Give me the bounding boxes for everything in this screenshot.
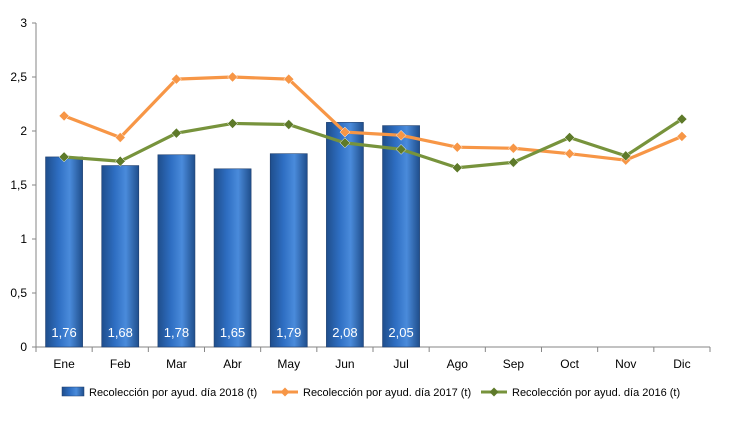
y-tick-label: 0,5	[10, 286, 27, 300]
y-tick-label: 3	[20, 16, 27, 30]
bar-data-label: 1,65	[220, 325, 245, 340]
bar-data-label: 1,78	[164, 325, 189, 340]
line-marker-0	[451, 141, 463, 153]
bar-2018	[45, 156, 83, 348]
line-marker-0	[58, 110, 70, 122]
x-tick-label: Abr	[223, 357, 242, 371]
line-marker-1	[676, 113, 688, 125]
line-series-0	[63, 75, 683, 162]
legend-label: Recolección por ayud. día 2017 (t)	[303, 387, 471, 399]
line-marker-0	[227, 71, 238, 83]
legend-swatch-bar	[61, 386, 85, 397]
bar-2018	[326, 122, 364, 348]
line-series-1	[63, 117, 683, 170]
line-marker-1	[395, 144, 407, 155]
bar-2018	[382, 125, 420, 348]
line-marker-0	[114, 132, 126, 143]
bar-2018	[157, 154, 196, 348]
bar-data-label: 1,68	[108, 325, 133, 340]
bar-data-label: 2,08	[332, 325, 357, 340]
bar-data-label: 1,76	[51, 325, 76, 340]
x-tick-label: Jun	[335, 357, 354, 371]
line-marker-0	[395, 129, 407, 141]
line-marker-1	[339, 137, 351, 149]
y-tick-label: 1,5	[10, 178, 27, 192]
line-marker-1	[114, 155, 126, 167]
line-marker-1	[227, 118, 238, 129]
line-marker-0	[676, 131, 688, 142]
x-tick-label: Jul	[393, 357, 408, 371]
legend-label: Recolección por ayud. día 2018 (t)	[89, 387, 257, 399]
line-marker-0	[508, 142, 519, 154]
line-marker-1	[620, 150, 632, 162]
x-tick-label: Dic	[673, 357, 690, 371]
line-marker-1	[451, 162, 463, 174]
bar-2018	[101, 165, 140, 348]
legend-swatch-marker	[280, 387, 290, 397]
line-marker-1	[508, 156, 519, 168]
line-marker-0	[339, 126, 351, 138]
line-marker-0	[564, 148, 575, 160]
bar-2018	[269, 153, 308, 348]
line-marker-1	[58, 151, 70, 163]
bar-data-label: 1,79	[276, 325, 301, 340]
y-tick-label: 0	[20, 340, 27, 354]
legend-swatch-marker	[489, 387, 499, 397]
x-tick-label: Sep	[503, 357, 525, 371]
y-tick-label: 1	[20, 232, 27, 246]
x-tick-label: May	[277, 357, 300, 371]
x-tick-label: Oct	[560, 357, 579, 371]
x-tick-label: Feb	[110, 357, 131, 371]
line-marker-1	[283, 119, 295, 130]
x-tick-label: Ene	[53, 357, 75, 371]
y-tick-label: 2	[20, 124, 27, 138]
y-tick-label: 2,5	[10, 70, 27, 84]
line-marker-1	[564, 132, 575, 143]
bar-data-label: 2,05	[388, 325, 413, 340]
line-marker-1	[171, 127, 182, 139]
line-marker-0	[283, 73, 295, 85]
bar-2018	[213, 168, 252, 348]
x-tick-label: Ago	[447, 357, 469, 371]
legend-label: Recolección por ayud. día 2016 (t)	[512, 387, 680, 399]
x-tick-label: Mar	[166, 357, 187, 371]
line-marker-0	[171, 73, 182, 85]
x-tick-label: Nov	[615, 357, 636, 371]
